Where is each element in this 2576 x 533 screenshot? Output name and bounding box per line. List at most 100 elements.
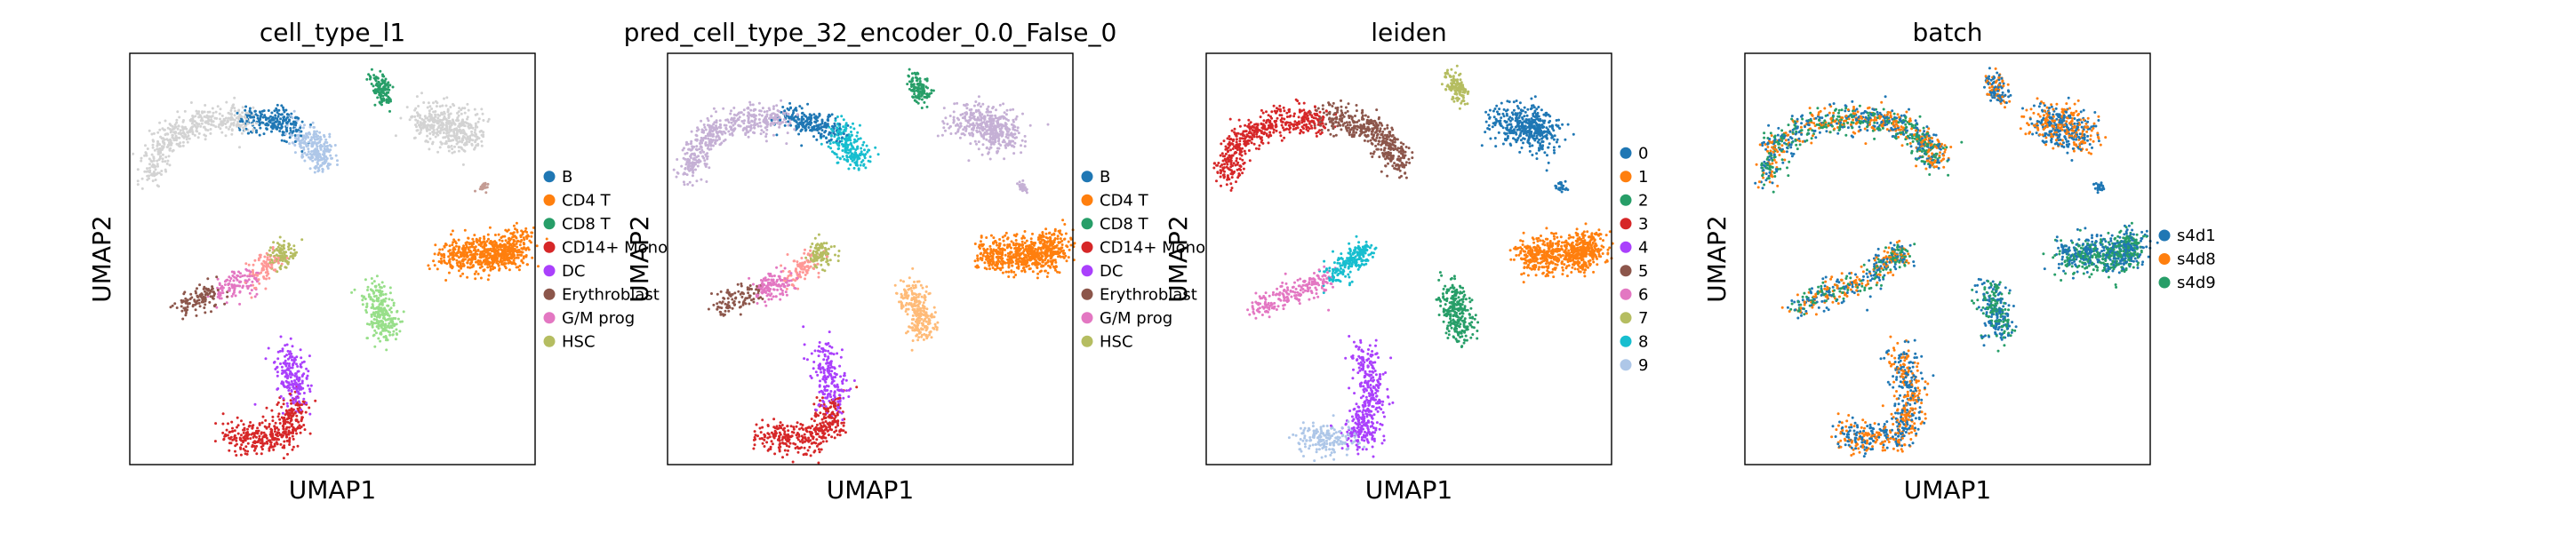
- data-point: [746, 114, 749, 117]
- data-point: [299, 382, 302, 386]
- data-point: [373, 314, 377, 318]
- data-point: [225, 100, 228, 104]
- data-point: [786, 107, 789, 110]
- data-point: [392, 304, 396, 307]
- data-point: [516, 256, 520, 259]
- data-point: [280, 244, 284, 248]
- data-point: [377, 324, 380, 328]
- data-point: [276, 365, 279, 369]
- data-point: [965, 107, 969, 110]
- data-point: [508, 252, 512, 256]
- data-point: [159, 155, 163, 158]
- data-point: [724, 138, 727, 141]
- data-point: [438, 105, 442, 108]
- data-point: [984, 124, 988, 128]
- data-point: [705, 180, 708, 183]
- data-point: [227, 282, 230, 286]
- data-point: [303, 151, 307, 155]
- data-point: [863, 156, 867, 160]
- data-point: [726, 118, 730, 122]
- data-point: [319, 163, 323, 167]
- data-point: [715, 135, 718, 139]
- data-point: [469, 251, 473, 254]
- data-point: [448, 146, 451, 149]
- data-point: [248, 110, 252, 114]
- data-point: [395, 328, 398, 331]
- data-point: [965, 124, 969, 128]
- data-point: [976, 115, 980, 119]
- data-point: [451, 147, 454, 151]
- data-point: [239, 437, 243, 441]
- data-point: [296, 133, 300, 137]
- data-point: [476, 248, 480, 251]
- data-point: [514, 227, 516, 231]
- data-point: [161, 153, 164, 156]
- data-point: [160, 173, 163, 176]
- data-point: [480, 129, 483, 132]
- data-point: [291, 133, 294, 137]
- data-point: [385, 338, 388, 341]
- data-point: [515, 250, 518, 253]
- data-point: [405, 106, 409, 109]
- data-point: [183, 126, 187, 130]
- data-point: [275, 108, 278, 112]
- data-point: [498, 267, 501, 270]
- data-point: [968, 115, 972, 119]
- data-point: [526, 234, 530, 237]
- data-point: [838, 156, 842, 160]
- data-point: [145, 152, 148, 155]
- data-point: [930, 89, 933, 92]
- data-point: [213, 440, 217, 443]
- legend-marker: [543, 312, 556, 324]
- data-point: [436, 150, 440, 154]
- data-point: [1020, 139, 1024, 142]
- legend-marker: [543, 335, 556, 347]
- legend-marker: [543, 241, 556, 253]
- data-point: [1021, 112, 1024, 115]
- data-point: [512, 224, 516, 227]
- data-point: [452, 150, 456, 154]
- data-point: [440, 259, 444, 263]
- data-point: [916, 86, 919, 90]
- data-point: [386, 84, 389, 86]
- data-point: [188, 128, 192, 131]
- data-point: [299, 386, 302, 388]
- data-point: [224, 134, 228, 138]
- data-point: [1015, 115, 1019, 118]
- data-point: [686, 183, 690, 186]
- data-point: [253, 259, 257, 262]
- data-point: [297, 138, 300, 141]
- data-point: [206, 129, 210, 132]
- data-point: [1015, 129, 1019, 132]
- data-point: [180, 300, 184, 304]
- data-point: [910, 89, 914, 92]
- data-point: [146, 167, 148, 171]
- data-point: [271, 245, 275, 249]
- data-point: [972, 123, 975, 127]
- data-point: [286, 404, 290, 408]
- data-point: [270, 117, 274, 121]
- data-point: [1001, 271, 1004, 274]
- data-point: [856, 146, 859, 149]
- data-point: [209, 128, 212, 131]
- data-point: [232, 279, 236, 282]
- data-point: [262, 259, 266, 263]
- data-point: [279, 117, 283, 121]
- data-point: [436, 126, 440, 129]
- data-point: [757, 101, 761, 105]
- data-point: [282, 115, 285, 119]
- data-point: [295, 414, 299, 418]
- data-point: [158, 147, 162, 151]
- data-point: [765, 113, 769, 116]
- data-point: [361, 298, 364, 302]
- legend-marker: [543, 194, 556, 206]
- data-point: [384, 292, 388, 296]
- data-point: [316, 150, 319, 154]
- data-point: [289, 393, 292, 395]
- data-point: [963, 133, 966, 137]
- data-point: [255, 292, 259, 296]
- data-point: [372, 280, 376, 283]
- data-point: [334, 154, 338, 157]
- data-point: [380, 100, 384, 104]
- data-point: [476, 144, 480, 147]
